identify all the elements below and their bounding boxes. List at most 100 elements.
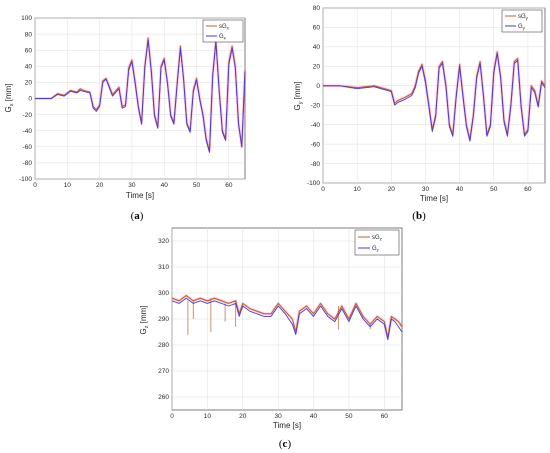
series-group — [171, 294, 404, 341]
series-group — [323, 50, 547, 142]
y-tick-labels: -100 -80 -60 -40 -20 0 20 40 60 80 — [307, 5, 320, 187]
x-tick-label: 60 — [524, 186, 532, 193]
y-tick-label: 60 — [313, 25, 321, 32]
grid-lines — [322, 7, 545, 184]
y-tick-label: 280 — [158, 342, 169, 349]
legend-entry-2-sub: y — [523, 26, 526, 31]
panel-label-open: ( — [279, 438, 283, 450]
y-axis-label-main: G — [293, 104, 302, 110]
legend-entry-2: Gz — [372, 246, 380, 253]
legend: sGy Gy — [501, 9, 543, 33]
y-tick-label: -80 — [311, 161, 321, 168]
legend-entry-2-main: G — [518, 24, 523, 30]
legend: sGx Gx — [202, 19, 244, 43]
legend: sGz Gz — [354, 229, 400, 256]
y-tick-label: 300 — [158, 290, 169, 297]
legend-entry-1-main: sG — [518, 14, 526, 20]
y-tick-label: 260 — [158, 394, 169, 401]
y-axis-label: Gz [mm] — [139, 306, 150, 335]
grid-lines — [34, 17, 245, 180]
legend-entry-2-sub: x — [224, 36, 227, 41]
panel-label-open: ( — [131, 210, 135, 222]
panel-label-a: (a) — [131, 210, 144, 222]
x-tick-label: 40 — [310, 413, 318, 420]
y-tick-label: 290 — [158, 316, 169, 323]
chart-panel-c: 0 10 20 30 40 50 60 260 270 280 290 300 310 320 Time… — [139, 227, 404, 450]
x-tick-label: 20 — [96, 182, 104, 189]
y-axis-label-sub: x — [9, 103, 15, 106]
series-line-Gy — [323, 53, 546, 142]
x-tick-label: 10 — [354, 186, 362, 193]
x-tick-label: 10 — [64, 182, 72, 189]
x-tick-labels: 0 10 20 30 40 50 60 — [170, 413, 388, 420]
x-tick-label: 30 — [422, 186, 430, 193]
y-tick-label: -20 — [23, 112, 33, 119]
x-tick-label: 40 — [456, 186, 464, 193]
series-group — [35, 36, 247, 153]
x-tick-label: 60 — [225, 182, 233, 189]
y-tick-label: 0 — [28, 96, 32, 103]
legend-entry-2: Gy — [518, 24, 526, 31]
x-tick-label: 0 — [321, 186, 325, 193]
x-tick-label: 10 — [204, 413, 212, 420]
x-tick-labels: 0 10 20 30 40 50 60 — [321, 186, 532, 193]
legend-entry-1: sGx — [219, 24, 230, 31]
x-axis-label: Time [s] — [420, 194, 448, 203]
legend-entry-2: Gx — [219, 34, 227, 41]
panel-label-c: (c) — [279, 438, 292, 450]
x-axis-label: Time [s] — [273, 421, 301, 430]
panel-label-letter: a — [134, 210, 140, 222]
chart-panel-b: 0 10 20 30 40 50 60 -100-80-60-40-20020406080 … — [293, 5, 547, 222]
legend-entry-1: sGz — [372, 235, 383, 242]
legend-entry-2-main: G — [219, 34, 224, 40]
y-tick-label: 60 — [25, 47, 33, 54]
panel-label-close: ) — [422, 210, 426, 222]
legend-entry-1-main: sG — [219, 24, 227, 30]
y-tick-labels: -100 -80 -60 -40 -20 0 20 40 60 80 100 — [19, 15, 32, 183]
y-axis-label-main: G — [4, 106, 13, 112]
x-tick-label: 20 — [239, 413, 247, 420]
panel-label-b: (b) — [412, 210, 426, 222]
plot-area — [322, 7, 546, 184]
y-tick-label: -20 — [311, 102, 321, 109]
legend-entry-2-main: G — [372, 246, 377, 252]
series-line-Gz — [171, 297, 403, 341]
y-tick-label: 0 — [316, 83, 320, 90]
x-tick-label: 50 — [193, 182, 201, 189]
y-tick-label: 80 — [313, 5, 321, 12]
y-tick-label: 310 — [158, 264, 169, 271]
y-tick-label: 40 — [313, 44, 321, 51]
y-axis-label-unit: [mm] — [4, 84, 13, 104]
y-tick-label: -60 — [311, 141, 321, 148]
panel-label-open: ( — [412, 210, 416, 222]
legend-entry-1-sub: x — [227, 26, 230, 31]
y-tick-label: 20 — [25, 80, 33, 87]
x-tick-label: 40 — [161, 182, 169, 189]
y-axis-label-unit: [mm] — [293, 82, 302, 102]
legend-box — [354, 229, 400, 256]
series-line-Gx — [35, 40, 246, 153]
x-tick-label: 0 — [33, 182, 37, 189]
x-tick-labels: 0 10 20 30 40 50 60 — [33, 182, 233, 189]
y-tick-label: -40 — [23, 128, 33, 135]
y-tick-label: 270 — [158, 368, 169, 375]
y-tick-label: -40 — [311, 122, 321, 129]
legend-entry-1-sub: y — [526, 16, 529, 21]
y-axis-label-unit: [mm] — [139, 306, 148, 326]
y-tick-label: 100 — [21, 15, 32, 22]
legend-entry-1-sub: z — [380, 237, 383, 242]
panel-label-letter: c — [283, 438, 288, 450]
y-axis-label: Gx [mm] — [4, 84, 15, 113]
y-axis-label-sub: y — [298, 101, 304, 104]
y-tick-label: -80 — [23, 160, 33, 167]
x-tick-label: 20 — [388, 186, 396, 193]
x-tick-label: 30 — [128, 182, 136, 189]
y-tick-label: -100 — [19, 176, 32, 183]
y-tick-label: 20 — [313, 64, 321, 71]
y-tick-label: -60 — [23, 144, 33, 151]
y-tick-label: -100 — [307, 180, 320, 187]
panel-label-close: ) — [287, 438, 291, 450]
x-tick-label: 50 — [490, 186, 498, 193]
legend-entry-1: sGy — [518, 14, 529, 21]
